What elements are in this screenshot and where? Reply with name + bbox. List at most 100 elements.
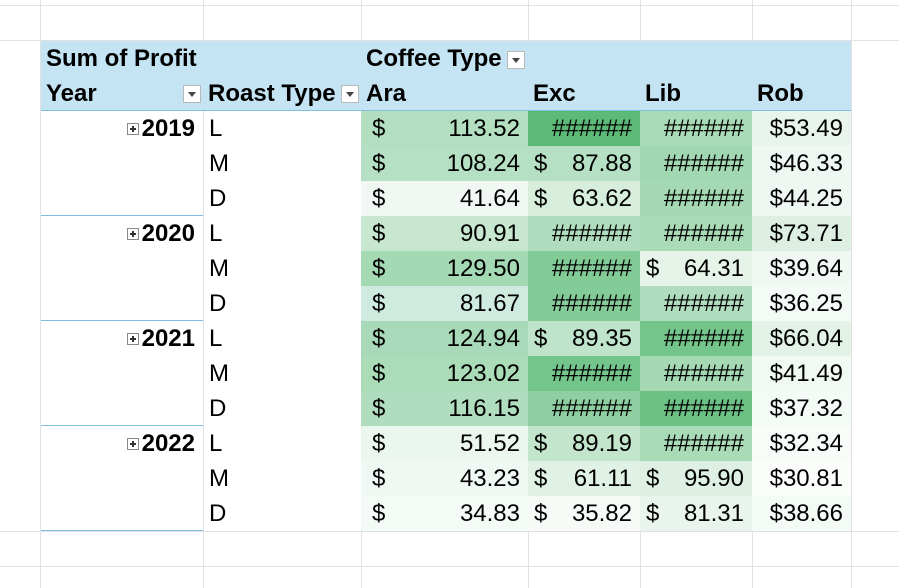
roast-type-cell[interactable]: L <box>209 220 223 247</box>
roast-type-cell[interactable]: D <box>209 290 227 317</box>
value-cell-exc[interactable]: $61.11 <box>528 461 640 496</box>
year-cell[interactable]: 2019 <box>41 111 203 146</box>
column-header-label: Ara <box>366 80 407 107</box>
value-cell-ara[interactable]: $81.67 <box>361 286 528 321</box>
value-amount: $30.81 <box>769 465 843 492</box>
year-cell <box>41 146 203 181</box>
expand-collapse-icon[interactable] <box>127 228 139 240</box>
value-cell-ara[interactable]: $113.52 <box>361 111 528 146</box>
value-cell-rob[interactable]: $37.32 <box>752 391 851 426</box>
value-cell-exc[interactable]: ###### <box>528 251 640 286</box>
year-cell <box>41 286 203 321</box>
roast-type-cell[interactable]: D <box>209 500 227 527</box>
value-cell-rob[interactable]: $53.49 <box>752 111 851 146</box>
value-cell-rob[interactable]: $36.25 <box>752 286 851 321</box>
value-cell-ara[interactable]: $51.52 <box>361 426 528 461</box>
currency-symbol: $ <box>646 500 660 527</box>
value-cell-lib[interactable]: ###### <box>640 111 752 146</box>
roast-type-cell[interactable]: M <box>209 150 229 177</box>
value-cell-ara[interactable]: $90.91 <box>361 216 528 251</box>
year-cell[interactable]: 2020 <box>41 216 203 251</box>
value-cell-ara[interactable]: $116.15 <box>361 391 528 426</box>
value-cell-exc[interactable]: $89.35 <box>528 321 640 356</box>
value-cell-lib[interactable]: ###### <box>640 216 752 251</box>
value-amount: $36.25 <box>769 290 843 317</box>
roast-type-cell[interactable]: M <box>209 360 229 387</box>
value-cell-exc[interactable]: ###### <box>528 391 640 426</box>
value-amount: ###### <box>551 290 632 317</box>
value-amount: $39.64 <box>769 255 843 282</box>
value-cell-rob[interactable]: $46.33 <box>752 146 851 181</box>
currency-symbol: $ <box>534 430 548 457</box>
roast-type-cell[interactable]: L <box>209 325 223 352</box>
value-cell-ara[interactable]: $129.50 <box>361 251 528 286</box>
column-header-ara[interactable]: Ara <box>361 76 528 111</box>
year-label: 2019 <box>141 115 195 142</box>
value-cell-rob[interactable]: $73.71 <box>752 216 851 251</box>
value-cell-lib[interactable]: ###### <box>640 391 752 426</box>
value-cell-exc[interactable]: $89.19 <box>528 426 640 461</box>
currency-symbol: $ <box>372 115 386 142</box>
value-cell-exc[interactable]: ###### <box>528 286 640 321</box>
value-amount: 124.94 <box>446 325 520 352</box>
gridline <box>0 531 899 532</box>
expand-collapse-icon[interactable] <box>127 123 139 135</box>
value-cell-lib[interactable]: $95.90 <box>640 461 752 496</box>
currency-symbol: $ <box>372 255 386 282</box>
year-cell[interactable]: 2022 <box>41 426 203 461</box>
value-cell-lib[interactable]: ###### <box>640 321 752 356</box>
value-cell-rob[interactable]: $41.49 <box>752 356 851 391</box>
value-cell-rob[interactable]: $39.64 <box>752 251 851 286</box>
value-amount: ###### <box>663 220 744 247</box>
value-cell-lib[interactable]: $81.31 <box>640 496 752 531</box>
roast-type-cell[interactable]: L <box>209 430 223 457</box>
value-cell-rob[interactable]: $66.04 <box>752 321 851 356</box>
value-cell-lib[interactable]: $64.31 <box>640 251 752 286</box>
value-cell-ara[interactable]: $41.64 <box>361 181 528 216</box>
roast-type-cell[interactable]: M <box>209 255 229 282</box>
year-cell <box>41 461 203 496</box>
roast-filter-dropdown-icon[interactable] <box>341 85 359 103</box>
values-field-header[interactable]: Sum of Profit <box>41 41 361 76</box>
value-cell-lib[interactable]: ###### <box>640 426 752 461</box>
column-header-lib[interactable]: Lib <box>640 76 752 111</box>
year-filter-dropdown-icon[interactable] <box>183 85 201 103</box>
column-filter-dropdown-icon[interactable] <box>507 50 525 69</box>
roast-type-cell[interactable]: D <box>209 395 227 422</box>
value-cell-exc[interactable]: $87.88 <box>528 146 640 181</box>
value-cell-exc[interactable]: ###### <box>528 111 640 146</box>
value-cell-exc[interactable]: $63.62 <box>528 181 640 216</box>
value-cell-ara[interactable]: $124.94 <box>361 321 528 356</box>
value-amount: 89.19 <box>571 430 632 457</box>
value-cell-exc[interactable]: ###### <box>528 216 640 251</box>
value-cell-lib[interactable]: ###### <box>640 146 752 181</box>
value-cell-ara[interactable]: $43.23 <box>361 461 528 496</box>
value-cell-rob[interactable]: $44.25 <box>752 181 851 216</box>
value-amount: $73.71 <box>769 220 843 247</box>
roast-field-label: Roast Type <box>208 80 336 107</box>
value-cell-rob[interactable]: $38.66 <box>752 496 851 531</box>
column-header-exc[interactable]: Exc <box>528 76 640 111</box>
value-cell-rob[interactable]: $30.81 <box>752 461 851 496</box>
year-field-header: Year <box>41 76 203 111</box>
value-cell-ara[interactable]: $108.24 <box>361 146 528 181</box>
year-cell[interactable]: 2021 <box>41 321 203 356</box>
expand-collapse-icon[interactable] <box>127 333 139 345</box>
value-cell-exc[interactable]: ###### <box>528 356 640 391</box>
roast-type-cell[interactable]: D <box>209 185 227 212</box>
roast-type-cell[interactable]: L <box>209 115 223 142</box>
value-amount: $37.32 <box>769 395 843 422</box>
column-header-rob[interactable]: Rob <box>752 76 851 111</box>
value-cell-lib[interactable]: ###### <box>640 286 752 321</box>
roast-type-cell[interactable]: M <box>209 465 229 492</box>
value-cell-ara[interactable]: $123.02 <box>361 356 528 391</box>
gridline <box>0 40 899 41</box>
value-cell-lib[interactable]: ###### <box>640 356 752 391</box>
currency-symbol: $ <box>372 430 386 457</box>
expand-collapse-icon[interactable] <box>127 438 139 450</box>
value-cell-exc[interactable]: $35.82 <box>528 496 640 531</box>
value-cell-ara[interactable]: $34.83 <box>361 496 528 531</box>
value-cell-lib[interactable]: ###### <box>640 181 752 216</box>
value-cell-rob[interactable]: $32.34 <box>752 426 851 461</box>
currency-symbol: $ <box>372 150 386 177</box>
